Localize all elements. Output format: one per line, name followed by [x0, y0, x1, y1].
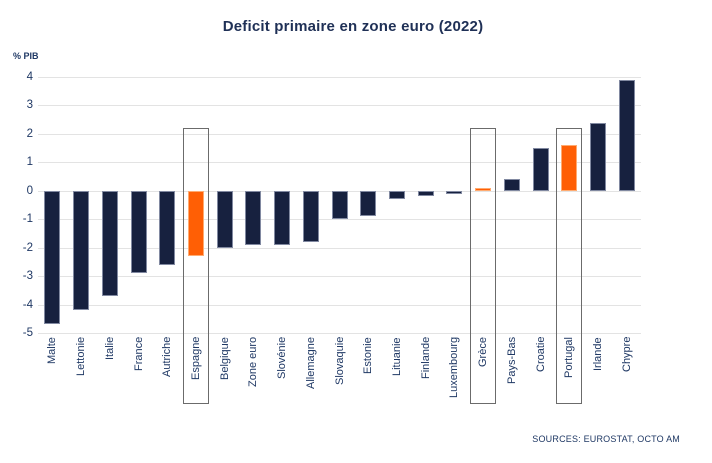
chart-title: Deficit primaire en zone euro (2022) — [222, 18, 484, 35]
bar-france — [130, 190, 147, 274]
bar-portugal — [561, 145, 578, 191]
x-tick-label-croatie: Croatie — [534, 337, 547, 373]
x-tick-label-irlande: Irlande — [591, 337, 604, 371]
x-tick-label-finlande: Finlande — [419, 337, 432, 380]
bar-estonie — [360, 190, 377, 217]
gridline — [38, 276, 641, 278]
bar-zone-euro — [245, 190, 262, 245]
bar-italie — [101, 190, 118, 296]
x-tick-label-lituanie: Lituanie — [390, 337, 403, 376]
bar-malte — [44, 190, 61, 325]
highlight-box-grèce — [470, 128, 497, 404]
bar-allemagne — [302, 190, 319, 242]
y-tick-label: -5 — [22, 327, 33, 339]
bar-belgique — [216, 190, 233, 248]
gridline — [38, 105, 641, 107]
y-tick-label: -3 — [22, 270, 33, 283]
x-tick-label-pays-bas: Pays-Bas — [505, 337, 518, 385]
gridline — [38, 77, 641, 78]
x-tick-label-portugal: Portugal — [563, 337, 576, 378]
x-tick-label-belgique: Belgique — [218, 337, 231, 380]
x-tick-label-france: France — [132, 337, 145, 372]
gridline — [38, 304, 641, 306]
y-tick-label: 0 — [26, 184, 33, 197]
x-tick-label-autriche: Autriche — [161, 337, 174, 378]
source-note: SOURCES: EUROSTAT, OCTO AM — [532, 434, 680, 444]
x-tick-label-grèce: Grèce — [477, 337, 490, 367]
gridline — [38, 247, 641, 249]
y-tick-label: 1 — [26, 156, 33, 169]
bar-finlande — [417, 190, 434, 197]
bar-slovénie — [274, 190, 291, 245]
y-tick-label: 2 — [26, 127, 33, 140]
gridline — [38, 133, 641, 135]
bar-slovaquie — [331, 190, 348, 220]
y-tick-label: -1 — [22, 213, 33, 226]
highlight-box-portugal — [556, 128, 583, 404]
x-tick-label-malte: Malte — [46, 337, 59, 364]
bar-croatie — [532, 148, 549, 191]
x-tick-label-espagne: Espagne — [189, 337, 202, 381]
bar-grèce — [475, 187, 492, 191]
bar-espagne — [187, 190, 204, 257]
x-tick-label-estonie: Estonie — [362, 337, 375, 374]
bar-autriche — [159, 190, 176, 265]
x-tick-label-lettonie: Lettonie — [75, 337, 88, 377]
x-tick-label-zone-euro: Zone euro — [247, 337, 260, 388]
x-tick-label-slovénie: Slovénie — [276, 337, 289, 380]
y-tick-label: 4 — [26, 71, 33, 83]
bar-irlande — [589, 122, 606, 191]
x-tick-label-allemagne: Allemagne — [304, 337, 317, 389]
x-tick-label-chypre: Chypre — [620, 337, 633, 373]
x-tick-label-italie: Italie — [103, 337, 116, 361]
bar-lituanie — [388, 190, 405, 200]
y-tick-label: -4 — [22, 298, 33, 311]
x-tick-label-slovaquie: Slovaquie — [333, 337, 346, 386]
bar-chypre — [618, 79, 635, 191]
y-tick-label: 3 — [26, 99, 33, 112]
bar-pays-bas — [503, 179, 520, 191]
bar-luxembourg — [446, 190, 463, 194]
x-tick-label-luxembourg: Luxembourg — [448, 337, 461, 399]
gridline — [38, 333, 641, 334]
highlight-box-espagne — [182, 128, 209, 404]
plot-area — [38, 77, 641, 334]
gridline — [38, 219, 641, 221]
bar-lettonie — [73, 190, 90, 311]
y-axis-unit-label: % PIB — [13, 51, 39, 61]
y-tick-label: -2 — [22, 241, 33, 254]
gridline — [38, 162, 641, 164]
